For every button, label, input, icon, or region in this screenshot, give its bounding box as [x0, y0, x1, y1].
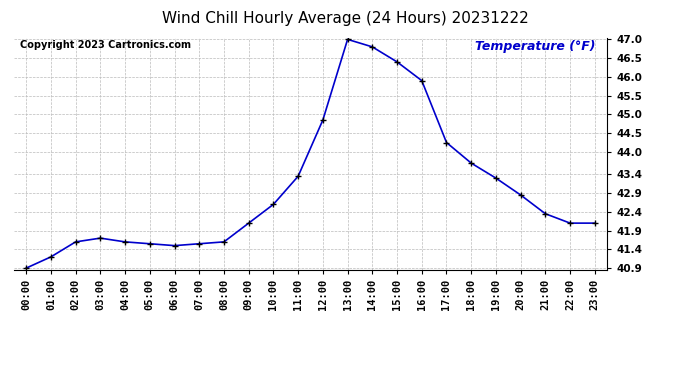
Text: Copyright 2023 Cartronics.com: Copyright 2023 Cartronics.com: [20, 40, 190, 50]
Text: Wind Chill Hourly Average (24 Hours) 20231222: Wind Chill Hourly Average (24 Hours) 202…: [161, 11, 529, 26]
Text: Temperature (°F): Temperature (°F): [475, 40, 595, 53]
